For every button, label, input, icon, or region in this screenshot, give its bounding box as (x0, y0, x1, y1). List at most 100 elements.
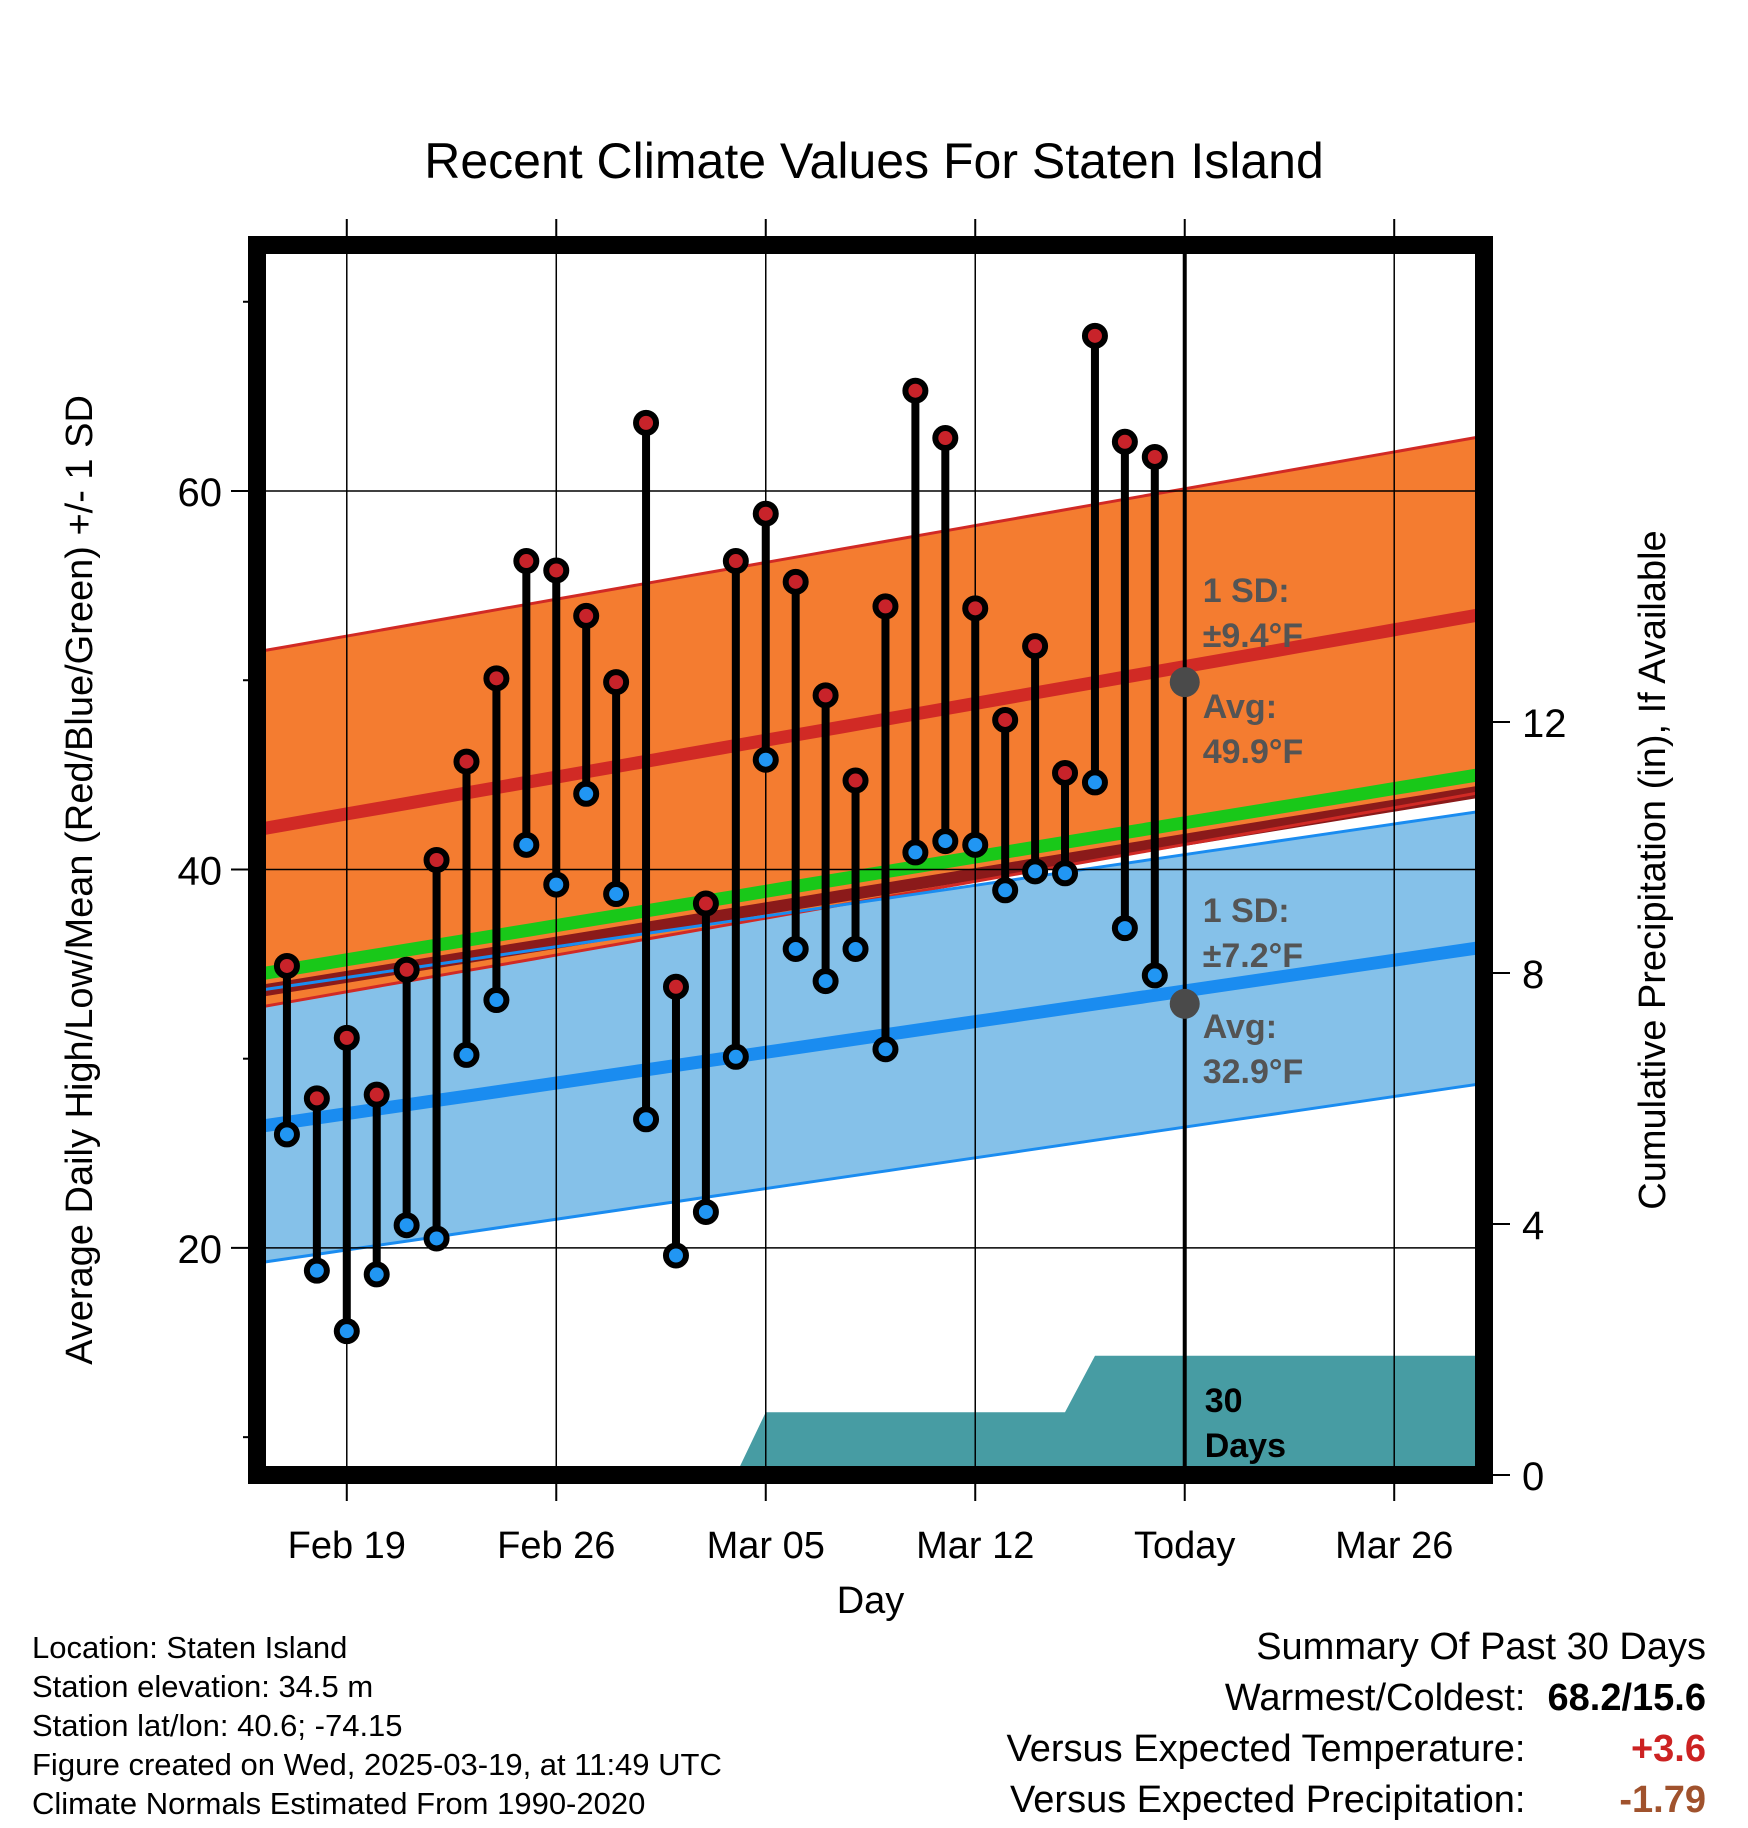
precip-area (735, 1355, 1484, 1475)
daily-low-point (1022, 858, 1049, 885)
x-tick-label: Mar 26 (1335, 1525, 1453, 1567)
summary-temp-row: Versus Expected Temperature: +3.6 (1007, 1724, 1706, 1775)
daily-low-point (932, 828, 959, 855)
y-axis-label: Average Daily High/Low/Mean (Red/Blue/Gr… (59, 395, 101, 1365)
daily-high-point (782, 568, 809, 595)
high-avg-title: Avg: (1203, 688, 1277, 726)
daily-high-point (1022, 633, 1049, 660)
daily-high-point (872, 593, 899, 620)
daily-low-point (1052, 860, 1079, 887)
precip-label-30: 30 (1205, 1382, 1243, 1420)
daily-high-point (842, 767, 869, 794)
y-tick-label: 20 (178, 1228, 223, 1272)
summary-precip-row: Versus Expected Precipitation: -1.79 (1007, 1775, 1706, 1826)
low-normal-line (257, 940, 1484, 1134)
daily-low-point (453, 1041, 480, 1068)
daily-low-point (842, 935, 869, 962)
normals-text: Climate Normals Estimated From 1990-2020 (32, 1786, 646, 1821)
high-avg-value: 49.9°F (1203, 733, 1304, 771)
x-tick-label: Mar 05 (707, 1525, 825, 1567)
x-tick-label: Mar 12 (916, 1525, 1034, 1567)
high-sd-value: ±9.4°F (1203, 617, 1303, 655)
warmest-label: Warmest/Coldest: (1224, 1677, 1526, 1719)
warmest-value: 68.2/15.6 (1547, 1677, 1706, 1719)
daily-high-point (393, 956, 420, 983)
daily-high-point (603, 669, 630, 696)
daily-low-point (633, 1106, 660, 1133)
daily-high-point (513, 548, 540, 575)
low-avg-value: 32.9°F (1203, 1053, 1304, 1091)
summary-warmest-row: Warmest/Coldest: 68.2/15.6 (1007, 1673, 1706, 1724)
daily-low-point (543, 871, 570, 898)
daily-high-point (992, 706, 1019, 733)
daily-high-point (752, 500, 779, 527)
daily-high-point (453, 748, 480, 775)
daily-low-point (962, 831, 989, 858)
daily-high-point (573, 602, 600, 629)
daily-low-point (782, 935, 809, 962)
precip-value: -1.79 (1619, 1779, 1706, 1821)
low-avg-today-marker (1169, 988, 1200, 1019)
chart-title: Recent Climate Values For Staten Island (424, 133, 1324, 189)
created-text: Figure created on Wed, 2025-03-19, at 11… (32, 1747, 722, 1782)
daily-low-point (1111, 915, 1138, 942)
daily-high-point (543, 557, 570, 584)
daily-low-point (603, 881, 630, 908)
daily-low-point (1141, 962, 1168, 989)
daily-low-point (662, 1242, 689, 1269)
elevation-text: Station elevation: 34.5 m (32, 1669, 374, 1704)
precip-label: Versus Expected Precipitation: (1010, 1779, 1526, 1821)
y2-axis-label: Cumulative Precipitation (in), If Availa… (1632, 530, 1674, 1209)
daily-low-point (902, 839, 929, 866)
daily-high-point (932, 425, 959, 452)
daily-high-point (902, 377, 929, 404)
daily-low-point (273, 1121, 300, 1148)
low-sd-value: ±7.2°F (1203, 937, 1303, 975)
daily-low-point (573, 780, 600, 807)
location-text: Location: Staten Island (32, 1630, 348, 1665)
high-avg-today-marker (1169, 667, 1200, 698)
low-sd-title: 1 SD: (1203, 892, 1290, 930)
daily-low-point (812, 968, 839, 995)
summary-panel: Summary Of Past 30 Days Warmest/Coldest:… (1007, 1622, 1706, 1826)
daily-high-point (722, 548, 749, 575)
temp-label: Versus Expected Temperature: (1006, 1728, 1526, 1770)
daily-high-point (1081, 322, 1108, 349)
y2-tick-label: 8 (1522, 953, 1544, 997)
x-tick-label: Feb 19 (288, 1525, 406, 1567)
mean-line-shadow (257, 784, 1484, 998)
daily-high-point (303, 1085, 330, 1112)
high-normal-line (257, 607, 1484, 837)
x-tick-label: Today (1134, 1525, 1235, 1567)
daily-high-point (333, 1024, 360, 1051)
station-info: Location: Staten Island Station elevatio… (32, 1628, 722, 1823)
daily-low-point (333, 1318, 360, 1345)
daily-low-point (393, 1212, 420, 1239)
summary-heading: Summary Of Past 30 Days (1256, 1626, 1706, 1668)
daily-low-point (992, 877, 1019, 904)
x-axis-label: Day (837, 1580, 905, 1622)
daily-low-point (303, 1257, 330, 1284)
daily-low-point (513, 831, 540, 858)
x-tick-label: Feb 26 (497, 1525, 615, 1567)
y-tick-label: 40 (178, 849, 223, 893)
temp-value: +3.6 (1630, 1728, 1706, 1770)
low-sd-lower-edge (257, 1081, 1484, 1265)
daily-low-point (872, 1036, 899, 1063)
daily-low-point (423, 1225, 450, 1252)
daily-low-point (1081, 769, 1108, 796)
daily-low-point (363, 1261, 390, 1288)
y2-tick-label: 12 (1522, 702, 1567, 746)
high-sd-title: 1 SD: (1203, 572, 1290, 610)
y2-tick-label: 0 (1522, 1455, 1544, 1499)
daily-low-point (692, 1198, 719, 1225)
daily-high-point (423, 847, 450, 873)
precip-label-days: Days (1205, 1427, 1286, 1465)
y-tick-label: 60 (178, 471, 223, 515)
daily-high-point (1052, 759, 1079, 786)
daily-high-point (363, 1081, 390, 1108)
daily-high-point (962, 595, 989, 622)
daily-low-point (752, 746, 779, 773)
daily-low-point (483, 987, 510, 1014)
